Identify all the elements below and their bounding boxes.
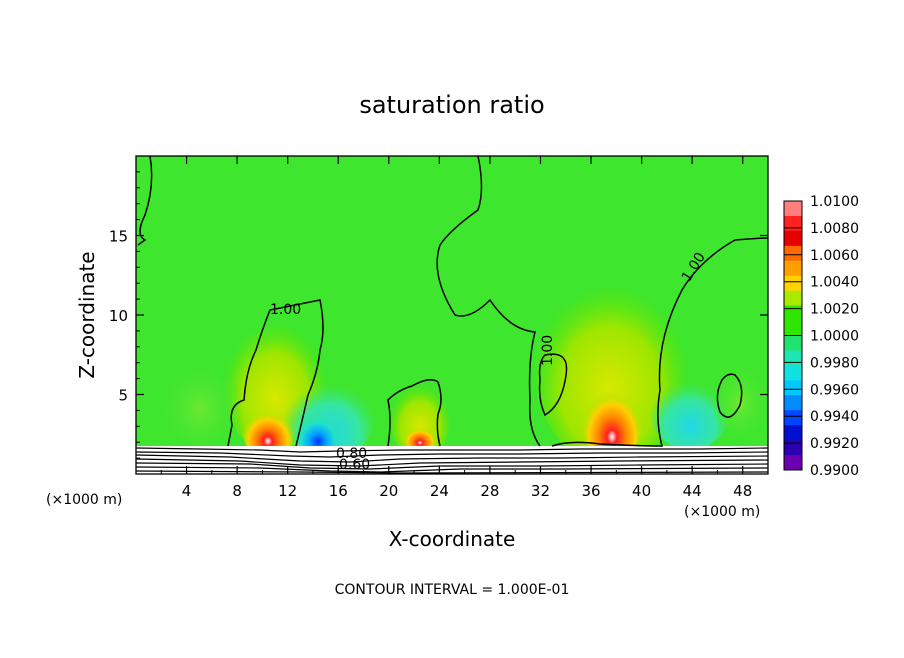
contour-interval: CONTOUR INTERVAL = 1.000E-01	[335, 582, 570, 598]
x-unit-left: (×1000 m)	[46, 492, 122, 508]
x-tick-label: 36	[581, 482, 600, 500]
colorbar-swatch	[784, 455, 802, 471]
red-maximum	[242, 402, 294, 458]
colorbar-swatch	[784, 230, 802, 247]
x-tick-label: 48	[733, 482, 752, 500]
y-tick-label: 15	[109, 228, 128, 246]
colorbar-label: 1.0020	[810, 302, 859, 318]
contour-label: 0.60	[339, 457, 370, 473]
field-anomalies	[160, 275, 768, 465]
red-maximum	[404, 423, 436, 451]
surface-contours	[136, 447, 768, 474]
colorbar-swatch	[784, 425, 802, 441]
contour-label: 1.00	[540, 335, 556, 366]
x-tick-label: 20	[379, 482, 398, 500]
colorbar-swatch	[784, 201, 802, 217]
chart-title: saturation ratio	[359, 91, 544, 119]
colorbar-swatch	[784, 215, 802, 232]
colorbar-label: 0.9980	[810, 355, 859, 371]
y-tick-label: 5	[118, 387, 128, 405]
x-tick-label: 12	[278, 482, 297, 500]
x-tick-label: 40	[632, 482, 651, 500]
colorbar-label: 1.0040	[810, 275, 859, 291]
colorbar-label: 0.9960	[810, 382, 859, 398]
x-tick-label: 32	[531, 482, 550, 500]
red-maximum	[582, 378, 642, 462]
colorbar-label: 0.9900	[810, 463, 859, 479]
colorbar-label: 1.0060	[810, 248, 859, 264]
colorbar-swatch	[784, 245, 802, 262]
x-tick-label: 16	[329, 482, 348, 500]
y-axis: 5 10 15	[109, 171, 768, 459]
x-tick-label: 8	[232, 482, 242, 500]
x-unit-right: (×1000 m)	[684, 504, 760, 520]
colorbar-swatch	[784, 440, 802, 456]
colorbar-swatch	[784, 380, 802, 396]
colorbar-swatch	[784, 275, 802, 292]
colorbar-label: 1.0100	[810, 194, 859, 210]
plot-area	[136, 156, 768, 474]
y-axis-label: Z-coordinate	[75, 251, 99, 378]
colorbar-swatch	[784, 350, 802, 366]
colorbar-swatch	[784, 305, 802, 322]
x-tick-label: 24	[430, 482, 449, 500]
negative-anomaly-lobe	[650, 370, 730, 450]
x-axis: 4 8 12 16 20 24 28 32 36 40 44 48	[160, 156, 752, 500]
colorbar-swatch	[784, 260, 802, 277]
x-axis-label: X-coordinate	[389, 527, 516, 551]
positive-anomaly-lobe	[535, 275, 685, 465]
x-tick-label: 44	[683, 482, 702, 500]
colorbar-swatch	[784, 320, 802, 336]
contour-lines	[137, 156, 768, 447]
negative-anomaly-lobe	[710, 355, 768, 435]
x-tick-label: 4	[182, 482, 192, 500]
colorbar-swatch	[784, 395, 802, 411]
colorbar-label: 0.9920	[810, 436, 859, 452]
y-tick-label: 10	[109, 307, 128, 325]
colorbar-label: 0.9940	[810, 409, 859, 425]
colorbar-swatch	[784, 365, 802, 381]
colorbar-swatch	[784, 290, 802, 307]
blue-minimum	[296, 408, 340, 456]
colorbar: 1.0100 1.0080 1.0060 1.0040 1.0020 1.0000 0.99…	[783, 194, 859, 479]
colorbar-label: 1.0000	[810, 329, 859, 345]
colorbar-swatch	[784, 410, 802, 426]
contour-label: 0.80	[336, 446, 367, 462]
contour-label: 1.00	[270, 302, 301, 318]
negative-anomaly-lobe	[160, 355, 240, 445]
colorbar-label: 1.0080	[810, 221, 859, 237]
x-tick-label: 28	[480, 482, 499, 500]
colorbar-swatch	[784, 335, 802, 351]
